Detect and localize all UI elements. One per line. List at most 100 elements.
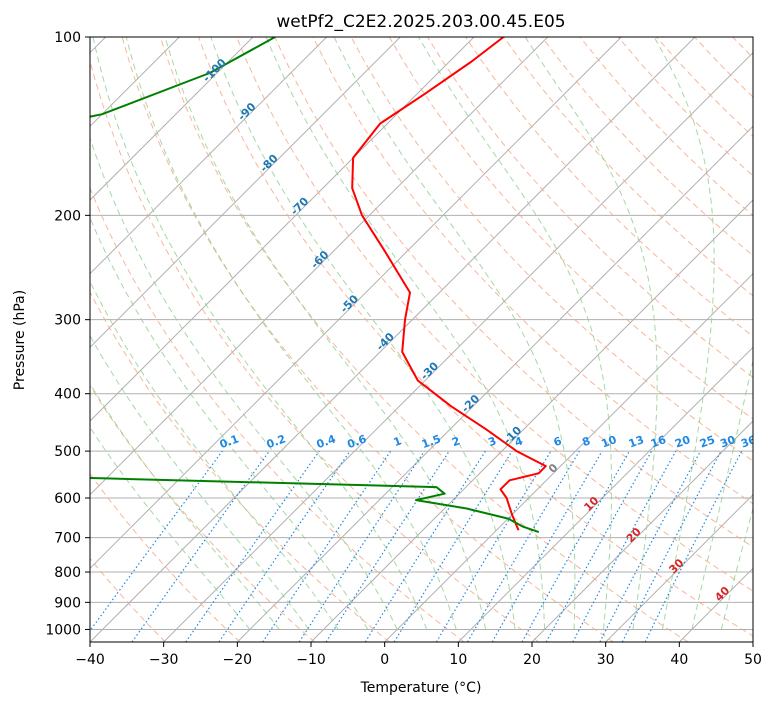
isotherm-line	[236, 125, 753, 642]
dry-adiabat-line	[388, 37, 753, 420]
mixing-ratio-line	[185, 450, 320, 642]
mixing-ratio-line	[393, 450, 513, 642]
mixing-ratio-label: 36	[739, 433, 758, 451]
dry-adiabats	[90, 37, 753, 642]
y-tick-label: 400	[54, 387, 81, 403]
y-tick-label: 700	[54, 531, 81, 547]
x-tick-label: −30	[149, 652, 179, 668]
dewpoint-line	[90, 37, 540, 534]
mixing-ratio-line	[90, 450, 223, 632]
mixing-ratio-label: 20	[673, 433, 692, 451]
y-axis: 100 200 300 400 500 600 700 800 900 1000	[45, 30, 90, 638]
plot-frame	[89, 36, 754, 643]
isotherm-label: 20	[624, 525, 644, 545]
moist-adiabat-line	[691, 358, 753, 630]
isotherm-label: -100	[200, 56, 229, 85]
isotherm-label: -50	[338, 292, 361, 315]
y-axis-title: Pressure (hPa)	[12, 290, 28, 390]
isotherm-line	[605, 493, 753, 642]
moist-adiabats	[90, 37, 753, 630]
mixing-ratio-line	[621, 450, 722, 642]
moist-adiabat-line	[265, 37, 546, 630]
dry-adiabat-line	[236, 37, 753, 592]
dry-adiabat-line	[90, 59, 540, 642]
moist-adiabat-line	[524, 37, 658, 630]
mixing-ratio-line	[521, 450, 631, 642]
mixing-ratio-labels: 0.1 0.2 0.4 0.6 1 1.5 2 3 4 6 8 10 13 16 20 25 30 36	[218, 432, 758, 451]
isotherm-line	[752, 641, 753, 642]
dry-adiabat-line	[90, 291, 390, 642]
mixing-ratio-label: 0.2	[265, 432, 288, 451]
mixing-ratio-line	[644, 450, 743, 642]
isotherm-line	[90, 37, 696, 642]
mixing-ratio-line	[599, 450, 702, 642]
isotherm-line	[384, 272, 753, 642]
chart-title: wetPf2_C2E2.2025.203.00.45.E05	[276, 12, 565, 32]
mixing-ratio-label: 4	[513, 434, 525, 449]
y-tick-label: 500	[54, 444, 81, 460]
isotherm-line	[678, 567, 753, 642]
mixing-ratio-label: 6	[552, 434, 564, 449]
isotherm-line	[531, 420, 753, 642]
x-tick-label: −20	[223, 652, 253, 668]
dry-adiabat-line	[274, 37, 753, 548]
mixing-ratio-line	[572, 450, 677, 642]
x-tick-label: 0	[380, 652, 389, 668]
isotherm-line	[90, 37, 328, 275]
dry-adiabat-line	[90, 384, 316, 642]
dry-adiabat-line	[541, 37, 753, 257]
isotherm-line	[90, 37, 475, 422]
y-tick-label: 900	[54, 595, 81, 611]
mixing-ratio-line	[218, 450, 351, 642]
isotherm-line	[90, 37, 254, 201]
moist-adiabat-line	[90, 382, 280, 630]
moist-adiabat-line	[653, 37, 715, 630]
dry-adiabat-line	[350, 37, 753, 462]
isotherm-label: 10	[581, 494, 601, 514]
mixing-ratio-line	[131, 450, 270, 642]
x-tick-label: 10	[449, 652, 467, 668]
mixing-ratio-label: 8	[580, 434, 592, 449]
dry-adiabat-line	[656, 37, 753, 138]
isotherm-line	[457, 346, 753, 642]
y-tick-label: 300	[54, 313, 81, 329]
isotherm-line	[163, 51, 753, 642]
moist-adiabat-line	[720, 506, 753, 630]
y-tick-label: 1000	[45, 622, 81, 638]
mixing-ratio-label: 0.1	[218, 432, 241, 451]
moist-adiabat-line	[92, 37, 428, 630]
x-tick-label: 30	[597, 652, 615, 668]
isotherm-line	[90, 37, 622, 570]
moist-adiabat-line	[164, 37, 487, 630]
isotherm-label: 30	[666, 556, 686, 576]
isotherm-line	[310, 199, 753, 642]
mixing-ratio-line	[325, 450, 450, 642]
x-tick-label: −10	[296, 652, 326, 668]
moist-adiabat-line	[418, 37, 613, 630]
mixing-ratio-lines	[90, 450, 743, 642]
mixing-ratio-label: 30	[718, 433, 737, 451]
dry-adiabat-line	[732, 37, 753, 59]
dry-adiabat-line	[465, 37, 753, 338]
x-tick-label: 50	[744, 652, 762, 668]
isotherm-line	[90, 37, 549, 496]
mixing-ratio-label: 1	[392, 434, 404, 449]
mixing-ratio-label: 10	[600, 433, 619, 451]
dry-adiabat-line	[198, 37, 753, 637]
temperature-line	[351, 37, 547, 531]
moist-adiabat-line	[90, 216, 369, 630]
isotherm-label: -20	[459, 392, 482, 415]
moist-adiabat-line	[90, 426, 251, 630]
mixing-ratio-label: 0.4	[315, 432, 338, 451]
y-tick-label: 600	[54, 491, 81, 507]
x-tick-label: 40	[670, 652, 688, 668]
mixing-ratio-label: 0.6	[346, 432, 369, 451]
moist-adiabat-line	[90, 136, 398, 630]
x-tick-label: 20	[523, 652, 541, 668]
isotherm-line	[90, 37, 401, 349]
x-axis: −40 −30 −20 −10 0 10 20 30 40 50	[75, 642, 762, 668]
grid-lines	[90, 37, 753, 642]
mixing-ratio-label: 13	[627, 433, 646, 450]
mixing-ratio-label: 25	[698, 433, 717, 450]
